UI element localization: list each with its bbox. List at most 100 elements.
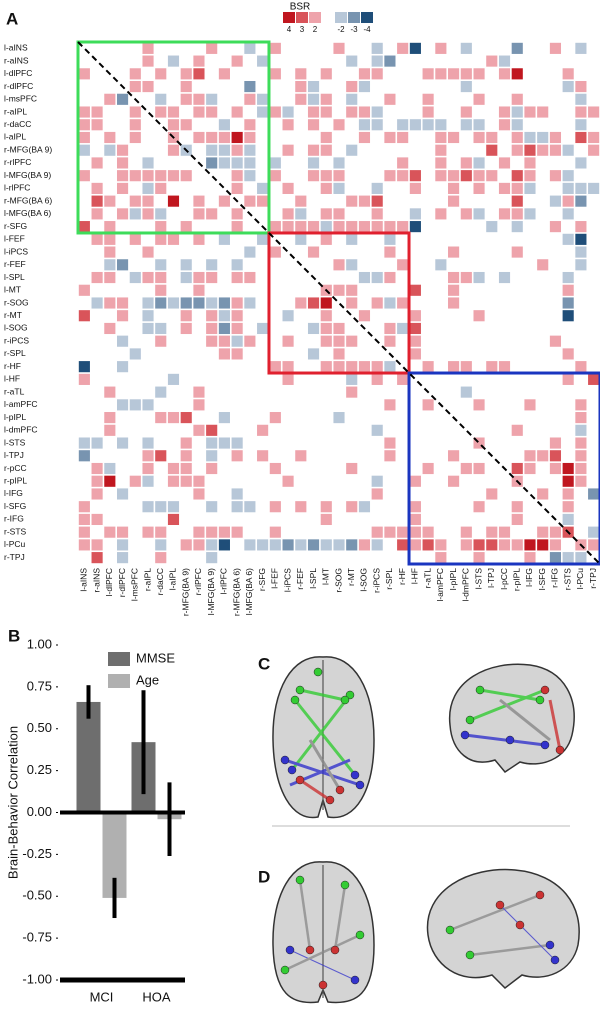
cell	[104, 322, 116, 335]
cell	[231, 335, 243, 347]
cell	[78, 68, 90, 80]
column-label: r-pIPL	[511, 568, 521, 591]
cell	[218, 131, 230, 144]
cell	[218, 68, 230, 80]
cell	[218, 297, 230, 309]
cell	[231, 322, 243, 335]
row-label: r-SFG	[4, 221, 27, 231]
cell	[473, 119, 485, 131]
cell	[231, 488, 243, 500]
cell	[282, 221, 294, 233]
cell	[511, 195, 523, 207]
cell	[549, 526, 562, 538]
cell	[231, 348, 243, 360]
cell	[575, 131, 587, 144]
column-label: r-STS	[562, 568, 572, 591]
cell	[422, 361, 434, 373]
cell	[371, 297, 383, 309]
cell	[244, 195, 256, 207]
cell	[562, 462, 574, 475]
cell	[231, 157, 243, 169]
cell	[155, 221, 167, 233]
legend-label: MMSE	[136, 650, 175, 665]
row-label: r-SOG	[4, 297, 29, 307]
cell	[142, 170, 154, 182]
cell	[575, 182, 587, 194]
cell	[167, 373, 180, 385]
cell	[537, 131, 549, 144]
cell	[206, 259, 218, 271]
row-label: r-MT	[4, 310, 22, 320]
cell	[91, 539, 103, 551]
column-label: l-MFG(BA 6)	[244, 568, 254, 615]
cell	[346, 501, 358, 513]
column-label: l-iPCS	[282, 568, 292, 592]
cell	[486, 221, 498, 233]
cell	[511, 106, 523, 118]
cell	[257, 322, 269, 335]
cell	[409, 322, 421, 335]
cell	[129, 233, 141, 245]
cell	[448, 246, 460, 258]
cell	[511, 208, 523, 220]
row-label: l-MFG(BA 9)	[4, 170, 51, 180]
cell	[269, 412, 281, 424]
cell	[537, 144, 549, 156]
cell	[460, 208, 472, 220]
cell	[78, 284, 90, 296]
cell	[91, 552, 103, 564]
cell	[422, 93, 434, 105]
cell	[524, 106, 536, 118]
cell	[155, 539, 167, 551]
cell	[206, 131, 218, 144]
cell	[575, 399, 587, 411]
cell	[231, 170, 243, 182]
cell	[346, 195, 358, 207]
cell	[78, 501, 90, 513]
cell	[473, 68, 485, 80]
cell	[333, 170, 345, 182]
cell	[104, 424, 116, 436]
cell	[142, 475, 154, 487]
cell	[371, 475, 383, 487]
cell	[549, 450, 562, 462]
cell	[333, 208, 345, 220]
cell	[473, 93, 485, 105]
cell	[562, 310, 574, 322]
cell	[129, 131, 141, 144]
y-tick-label: 0.25	[27, 762, 52, 777]
cell	[307, 119, 320, 131]
cell	[384, 526, 396, 538]
cell	[295, 68, 307, 80]
cell	[435, 539, 447, 551]
cell	[167, 513, 180, 526]
column-label: l-SPL	[308, 568, 318, 589]
cell	[180, 322, 192, 335]
cell	[371, 271, 383, 284]
row-label: l-dmPFC	[4, 425, 38, 435]
row-label: l-SFG	[4, 501, 26, 511]
cell	[511, 539, 523, 551]
cell	[78, 450, 90, 462]
cell	[511, 513, 523, 526]
x-tick-label: HOA	[142, 989, 171, 1004]
cell	[409, 501, 421, 513]
cell	[562, 182, 574, 194]
cell	[384, 131, 396, 144]
cell	[537, 259, 549, 271]
cell	[231, 259, 243, 271]
cell	[91, 462, 103, 475]
cell	[142, 399, 154, 411]
cell	[562, 475, 574, 487]
cell	[91, 157, 103, 169]
cell	[409, 526, 421, 538]
cell	[473, 462, 485, 475]
cell	[320, 501, 332, 513]
cell	[142, 526, 154, 538]
cell	[307, 246, 320, 258]
cell	[511, 119, 523, 131]
cell	[295, 297, 307, 309]
column-label: l-pIPL	[448, 568, 458, 590]
row-label: l-rlPFC	[4, 183, 30, 193]
cell	[116, 259, 129, 271]
